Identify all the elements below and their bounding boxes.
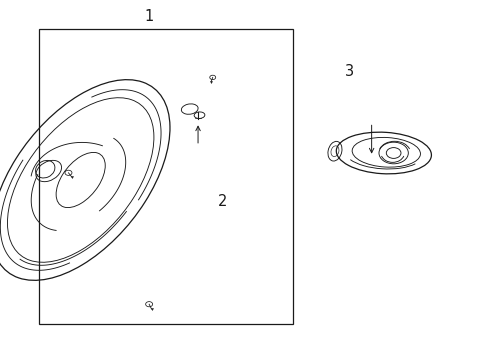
Text: 2: 2: [217, 194, 227, 209]
Bar: [39, 29, 293, 324]
Text: 3: 3: [345, 64, 353, 80]
Text: 1: 1: [144, 9, 153, 24]
